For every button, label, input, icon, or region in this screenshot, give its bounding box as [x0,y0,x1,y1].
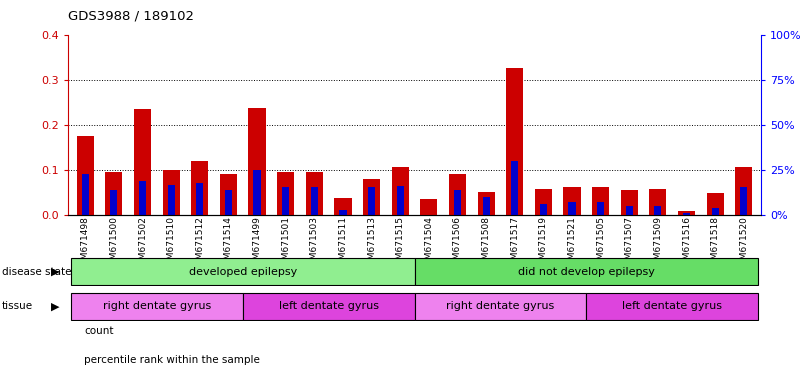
Bar [540,204,547,215]
Bar [654,206,662,215]
Bar [139,181,146,215]
Bar [191,161,208,215]
Bar [219,174,237,215]
Bar [134,109,151,215]
Text: disease state: disease state [2,266,71,277]
Bar [535,189,552,215]
Text: right dentate gyrus: right dentate gyrus [103,301,211,311]
Bar [506,68,523,215]
Bar [163,170,179,215]
Bar [363,179,380,215]
Bar [415,258,758,285]
Bar [706,194,724,215]
Bar [454,190,461,215]
Bar [421,199,437,215]
Bar [511,161,518,215]
Text: ▶: ▶ [50,266,59,277]
Bar [711,208,718,215]
Bar [334,198,352,215]
Text: ▶: ▶ [50,301,59,311]
Bar [368,187,375,215]
Bar [111,190,118,215]
Bar [740,187,747,215]
Bar [71,293,243,320]
Text: right dentate gyrus: right dentate gyrus [446,301,554,311]
Bar [196,184,203,215]
Bar [277,172,294,215]
Bar [77,136,94,215]
Bar [82,174,89,215]
Text: left dentate gyrus: left dentate gyrus [279,301,379,311]
Bar [167,185,175,215]
Bar [477,192,495,215]
Bar [311,187,318,215]
Text: percentile rank within the sample: percentile rank within the sample [84,355,260,365]
Bar [105,172,123,215]
Bar [306,172,323,215]
Bar [282,187,289,215]
Bar [415,293,586,320]
Bar [449,174,466,215]
Bar [396,186,404,215]
Bar [678,210,695,215]
Text: did not develop epilepsy: did not develop epilepsy [518,266,654,277]
Bar [621,190,638,215]
Bar [586,293,758,320]
Bar [248,108,266,215]
Bar [482,197,489,215]
Bar [243,293,415,320]
Text: left dentate gyrus: left dentate gyrus [622,301,723,311]
Bar [569,202,576,215]
Bar [392,167,409,215]
Bar [650,189,666,215]
Bar [597,202,604,215]
Text: tissue: tissue [2,301,33,311]
Bar [225,190,232,215]
Bar [71,258,415,285]
Bar [683,213,690,215]
Text: GDS3988 / 189102: GDS3988 / 189102 [68,10,194,23]
Bar [253,170,260,215]
Bar [340,210,347,215]
Bar [735,167,752,215]
Text: count: count [84,326,114,336]
Text: developed epilepsy: developed epilepsy [188,266,297,277]
Bar [626,206,633,215]
Bar [592,187,610,215]
Bar [563,187,581,215]
